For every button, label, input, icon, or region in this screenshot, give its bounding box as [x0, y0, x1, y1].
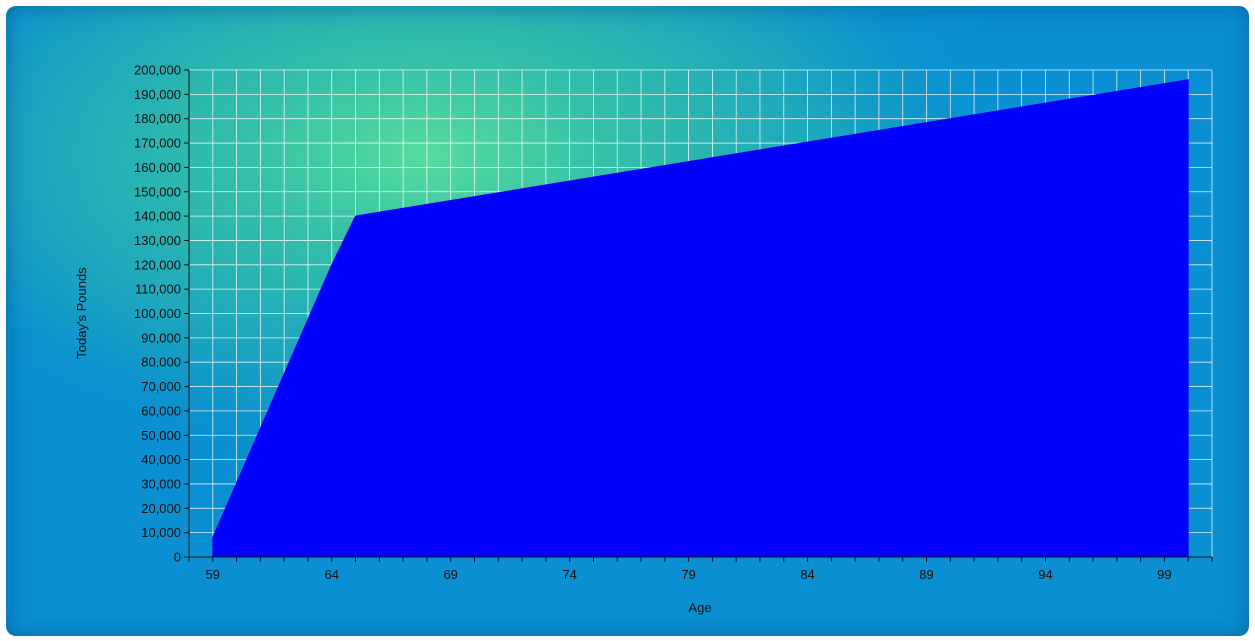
- y-tick-label: 20,000: [141, 501, 181, 516]
- x-tick-label: 79: [681, 567, 695, 582]
- x-tick-label: 99: [1157, 567, 1171, 582]
- x-tick-label: 69: [443, 567, 457, 582]
- x-tick-label: 74: [562, 567, 576, 582]
- y-tick-label: 40,000: [141, 452, 181, 467]
- y-tick-label: 180,000: [134, 111, 181, 126]
- y-tick-label: 120,000: [134, 257, 181, 272]
- y-tick-label: 80,000: [141, 355, 181, 370]
- y-tick-label: 10,000: [141, 525, 181, 540]
- y-tick-label: 130,000: [134, 233, 181, 248]
- area-fill: [212, 79, 1189, 558]
- x-tick-label: 64: [325, 567, 339, 582]
- y-tick-label: 100,000: [134, 306, 181, 321]
- y-tick-label: 0: [174, 550, 181, 565]
- y-tick-label: 50,000: [141, 428, 181, 443]
- y-tick-label: 30,000: [141, 476, 181, 491]
- x-tick-label: 94: [1038, 567, 1052, 582]
- y-tick-label: 90,000: [141, 330, 181, 345]
- x-axis-ticks: 59 64 69 74 79 84 89 94 99: [188, 557, 1213, 582]
- y-tick-label: 70,000: [141, 379, 181, 394]
- y-tick-label: 110,000: [135, 282, 181, 297]
- y-axis-ticks: 0 10,000 20,000 30,000 40,000 50,000 60,000 70,…: [134, 63, 189, 565]
- y-tick-label: 150,000: [134, 184, 181, 199]
- area-series: [212, 79, 1189, 558]
- x-tick-label: 89: [919, 567, 933, 582]
- x-axis-title: Age: [688, 600, 711, 615]
- y-axis-title: Today's Pounds: [74, 267, 89, 359]
- y-tick-label: 170,000: [134, 136, 181, 151]
- y-tick-label: 190,000: [134, 87, 181, 102]
- y-tick-label: 160,000: [134, 160, 181, 175]
- x-tick-label: 59: [206, 567, 220, 582]
- y-tick-label: 140,000: [134, 209, 181, 224]
- x-tick-label: 84: [800, 567, 814, 582]
- y-tick-label: 200,000: [134, 63, 181, 78]
- y-tick-label: 60,000: [141, 403, 181, 418]
